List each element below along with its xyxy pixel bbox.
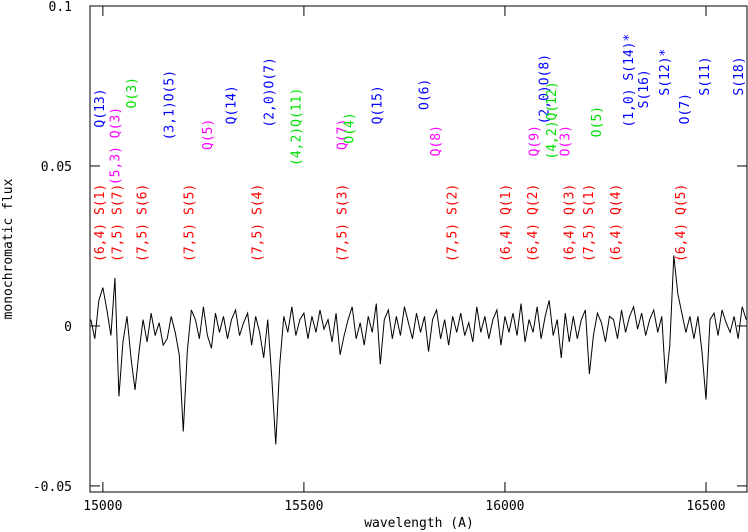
line-annotation: S(11) [698, 56, 713, 95]
y-tick-label: -0.05 [33, 480, 72, 495]
line-annotation: Q(9) [527, 125, 542, 156]
line-annotation: Q(7) [336, 119, 351, 150]
line-annotation: O(3) [558, 125, 573, 156]
line-annotation: (6,4) Q(5) [674, 184, 689, 262]
line-annotation: O(3) [125, 77, 140, 108]
x-axis-label: wavelength (A) [364, 516, 474, 531]
x-tick-label: 16500 [686, 499, 725, 514]
line-annotation: O(5) [590, 106, 605, 137]
line-annotation: (7,5) S(5) [183, 184, 198, 262]
line-annotation: S(16) [637, 69, 652, 108]
line-annotation: (6,4) Q(1) [499, 184, 514, 262]
plot-frame [89, 5, 748, 493]
x-tick-label: 15500 [284, 499, 323, 514]
line-annotation: Q(15) [371, 85, 386, 124]
line-annotation: (6,4) Q(2) [526, 184, 541, 262]
line-annotation: Q(5) [201, 119, 216, 150]
y-tick-label: 0.05 [41, 160, 72, 175]
line-annotation: (4,2)Q(11) [290, 88, 305, 166]
line-annotation: (7,5) S(3) [336, 184, 351, 262]
line-annotation: (4,2)Q(12) [545, 81, 560, 159]
line-annotation: O(4) [342, 112, 357, 143]
line-annotation: O(6) [418, 79, 433, 110]
line-annotation: O(7) [678, 93, 693, 124]
line-annotation: (7,5) S(7) [111, 184, 126, 262]
line-annotation: (2,0)O(8) [537, 54, 552, 124]
line-annotation: (7,5) S(1) [582, 184, 597, 262]
line-annotation: (3,1)O(5) [163, 70, 178, 140]
line-annotation: (1,0) S(14)* [622, 34, 637, 128]
line-annotation: (7,5) S(6) [136, 184, 151, 262]
spectrum-line [90, 255, 747, 445]
line-annotation: (5,3) Q(3) [109, 107, 124, 185]
line-annotation: (7,5) S(4) [251, 184, 266, 262]
y-axis-label: monochromatic flux [1, 178, 16, 319]
line-annotation: Q(13) [93, 88, 108, 127]
line-annotation: (7,5) S(2) [445, 184, 460, 262]
line-annotation: S(12)* [658, 49, 673, 96]
x-tick-label: 16000 [485, 499, 524, 514]
line-annotation: S(18) [732, 56, 747, 95]
line-annotation: (2,0)O(7) [263, 57, 278, 127]
y-tick-label: 0 [64, 320, 72, 335]
line-annotation: Q(14) [225, 85, 240, 124]
line-annotation: (6,4) Q(3) [562, 184, 577, 262]
y-tick-label: 0.1 [49, 0, 72, 15]
line-annotation: Q(8) [429, 125, 444, 156]
line-annotation: (6,4) S(1) [93, 184, 108, 262]
x-tick-label: 15000 [83, 499, 122, 514]
line-annotation: (6,4) Q(4) [609, 184, 624, 262]
